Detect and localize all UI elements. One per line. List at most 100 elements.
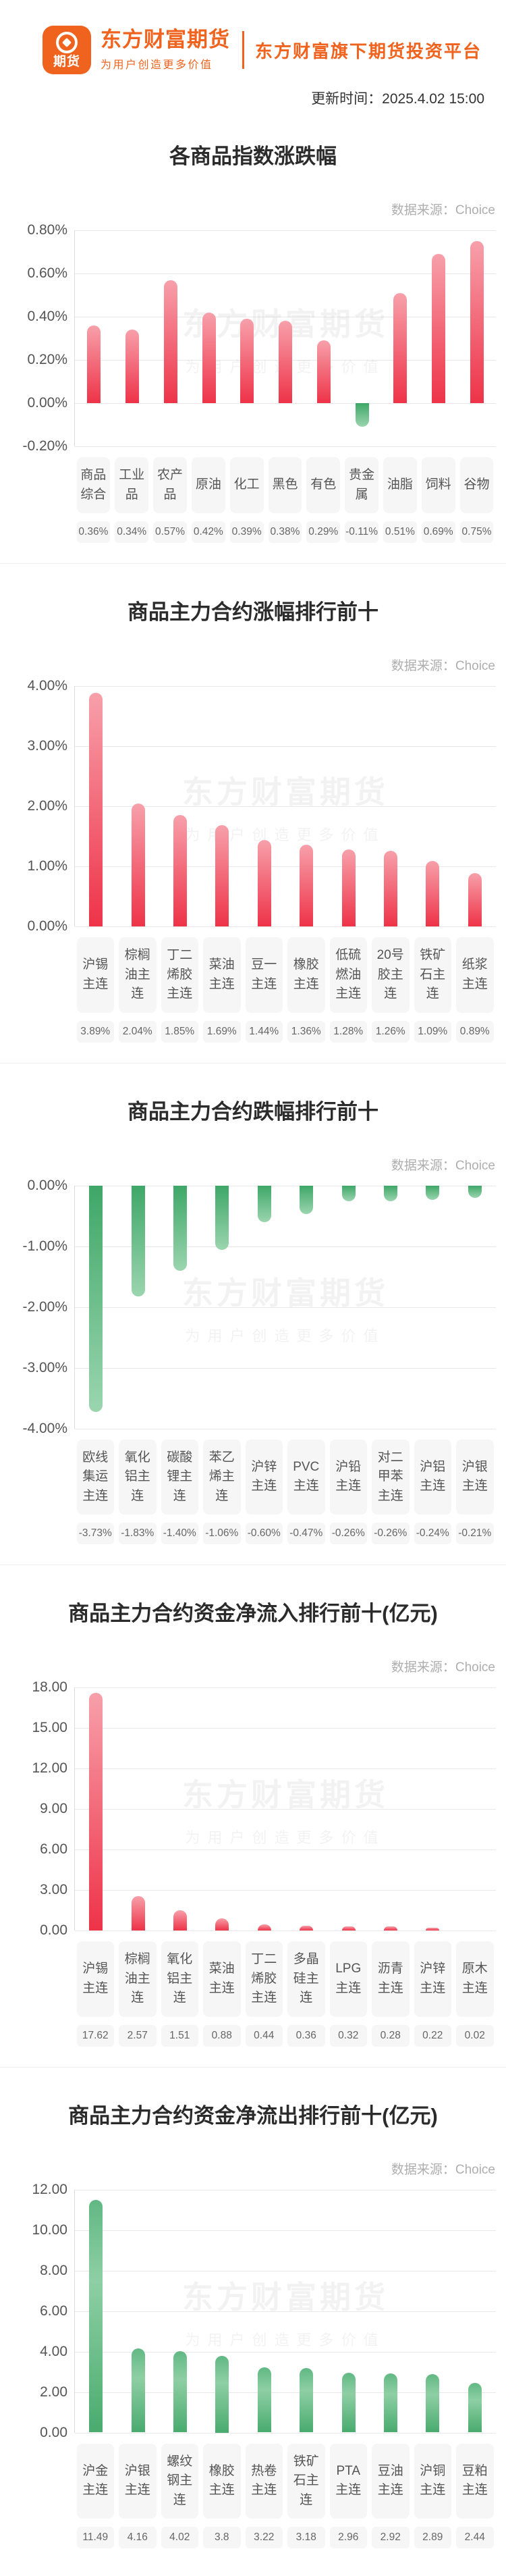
- value-label: 4.02: [161, 2527, 198, 2548]
- gridline: [75, 686, 496, 687]
- chart-section-1: 各商品指数涨跌幅 数据来源：Choice 0.80% 0.60% 0.40% 0.20% 0…: [0, 108, 506, 563]
- bar-欧线集运主连: [89, 1185, 103, 1413]
- value-label: 1.09%: [414, 1020, 451, 1043]
- category-cell: 氧化铝主连: [117, 1439, 159, 1515]
- bar-苯乙烯主连: [215, 1185, 229, 1250]
- category-cell: 棕榈油主连: [117, 937, 159, 1013]
- value-label: 2.89: [414, 2527, 451, 2548]
- value-cell: 0.32: [327, 2024, 370, 2047]
- category-cell: 橡胶主连: [285, 937, 328, 1013]
- category-cell: 黑色: [266, 457, 304, 513]
- value-cell: -1.83%: [117, 1523, 159, 1544]
- value-cell: 17.62: [74, 2024, 117, 2047]
- bar-column: [117, 2190, 159, 2433]
- category-cell: 螺纹钢主连: [159, 2443, 201, 2519]
- value-labels: -3.73% -1.83% -1.40% -1.06% -0.60% -0.47% -0.2…: [74, 1523, 496, 1544]
- value-labels: 3.89% 2.04% 1.85% 1.69% 1.44% 1.36% 1.28% 1.26%…: [74, 1020, 497, 1043]
- bar-热卷主连: [257, 2367, 271, 2433]
- header-divider: [242, 31, 244, 69]
- value-cell: 2.57: [117, 2024, 159, 2047]
- value-cell: 0.29%: [304, 521, 343, 543]
- bar-沪银主连: [131, 2348, 145, 2433]
- value-cell: 1.69%: [201, 1020, 244, 1043]
- bar-column: [201, 1185, 243, 1429]
- category-label: 饲料: [421, 457, 455, 513]
- category-labels: 沪锡主连 棕榈油主连 丁二烯胶主连 菜油主连 豆一主连 橡胶主连 低硫燃油主连 20号胶主连铁…: [74, 937, 496, 1013]
- category-label: 丁二烯胶主连: [161, 937, 198, 1013]
- category-label: 豆一主连: [245, 937, 283, 1013]
- bar-沪锌主连: [257, 1185, 271, 1222]
- category-label: 原油: [191, 457, 225, 513]
- y-tick-label: 0.00%: [27, 1177, 67, 1193]
- value-label: 1.85%: [161, 1020, 198, 1043]
- bar-纸浆主连: [468, 872, 482, 926]
- category-label: 橡胶主连: [203, 2443, 241, 2519]
- category-cell: LPG主连: [327, 1941, 370, 2017]
- value-label: 17.62: [76, 2024, 114, 2047]
- category-cell: 铁矿石主连: [285, 2443, 328, 2519]
- bar-column: [244, 1185, 285, 1429]
- y-tick-label: 1.00%: [27, 858, 67, 874]
- plot-area: 12.00 10.00 8.00 6.00 4.00 2.00 0.00 东方财富期货 为用户创…: [0, 2182, 506, 2440]
- category-label: 多晶硅主连: [287, 1941, 325, 2017]
- category-cell: 热卷主连: [243, 2443, 285, 2519]
- gridline: [75, 746, 496, 747]
- bar-谷物: [470, 241, 484, 403]
- value-label: 1.51: [161, 2024, 198, 2047]
- bar-column: [75, 2190, 117, 2433]
- value-label: 2.92: [372, 2527, 410, 2548]
- y-tick-label: 3.00: [40, 1882, 67, 1897]
- category-cell: 贵金属: [343, 457, 381, 513]
- y-tick-label: 12.00: [32, 2181, 67, 2197]
- bar-20号胶主连: [384, 850, 398, 926]
- y-tick-label: 0.00%: [27, 918, 67, 934]
- value-cell: -0.26%: [327, 1523, 370, 1544]
- category-cell: 沪银主连: [117, 2443, 159, 2519]
- category-cell: 谷物: [457, 457, 496, 513]
- value-label: 2.96: [329, 2527, 367, 2548]
- category-label: 铁矿石主连: [287, 2443, 325, 2519]
- gridline: [75, 1367, 496, 1369]
- chart-title: 商品主力合约涨幅排行前十: [128, 600, 378, 624]
- value-cell: 0.88: [201, 2024, 244, 2047]
- gridline: [75, 1849, 496, 1850]
- category-cell: PTA主连: [327, 2443, 370, 2519]
- bar-column: [454, 1185, 496, 1429]
- gridline: [75, 806, 496, 807]
- category-label: 碳酸锂主连: [161, 1439, 198, 1515]
- gridline: [75, 1687, 496, 1688]
- bar-LPG主连: [341, 1926, 356, 1930]
- gridline: [75, 926, 496, 927]
- bar-column: [244, 686, 285, 926]
- bar-农产品: [163, 280, 177, 403]
- category-cell: 苯乙烯主连: [201, 1439, 244, 1515]
- category-label: PVC主连: [287, 1439, 325, 1515]
- category-label: 沪锌主连: [245, 1439, 283, 1515]
- data-source-label: 数据来源：Choice: [391, 1660, 495, 1675]
- plot-area: 0.00% -1.00% -2.00% -3.00% -4.00% 东方财富期货 为用户创造…: [0, 1178, 506, 1436]
- bar-橡胶主连: [300, 844, 314, 926]
- value-cell: 4.16: [117, 2527, 159, 2548]
- value-cell: 0.22: [412, 2024, 454, 2047]
- update-time: 更新时间：2025.4.02 15:00: [311, 91, 484, 107]
- value-cell: 0.36%: [74, 521, 113, 543]
- value-label: -1.06%: [203, 1523, 241, 1544]
- chart-title: 各商品指数涨跌幅: [169, 144, 337, 168]
- bar-column: [412, 1687, 453, 1930]
- category-cell: 沪铅主连: [327, 1439, 370, 1515]
- bar-columns: [75, 230, 496, 446]
- value-label: 0.02: [456, 2024, 494, 2047]
- category-label: 沪铜主连: [414, 2443, 451, 2519]
- value-cell: 1.28%: [327, 1020, 370, 1043]
- category-label: 沪银主连: [456, 1439, 494, 1515]
- value-cell: 0.89%: [454, 1020, 497, 1043]
- value-cell: 1.26%: [370, 1020, 412, 1043]
- value-label: 0.22: [414, 2024, 451, 2047]
- gridline: [75, 230, 496, 231]
- value-label: 0.36%: [76, 521, 111, 543]
- bar-沪锡主连: [89, 1692, 103, 1930]
- gridline: [75, 866, 496, 867]
- value-labels: 17.62 2.57 1.51 0.88 0.44 0.36 0.32 0.28 0.22 0.0…: [74, 2024, 496, 2047]
- bar-column: [159, 1687, 201, 1930]
